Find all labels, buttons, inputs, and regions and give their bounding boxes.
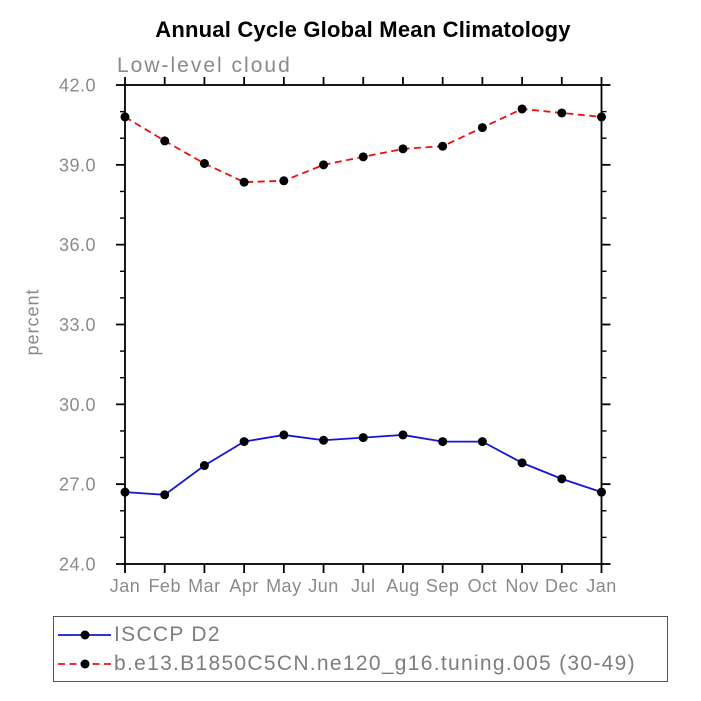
data-point-marker-1 xyxy=(120,112,130,122)
legend-label-isccp-d2: ISCCP D2 xyxy=(114,623,221,646)
data-point-marker-0 xyxy=(239,437,249,447)
legend-item-isccp-d2: ISCCP D2 xyxy=(56,623,221,646)
y-tick-label: 39.0 xyxy=(59,155,96,175)
data-point-marker-1 xyxy=(517,104,527,114)
legend-marker-dot xyxy=(80,659,90,669)
series-line-0 xyxy=(124,434,602,496)
x-tick-label: Feb xyxy=(148,576,181,596)
data-point-marker-0 xyxy=(557,474,567,484)
y-tick-label: 30.0 xyxy=(59,395,96,415)
x-tick-label: Oct xyxy=(468,576,498,596)
legend-marker-dot xyxy=(80,630,90,640)
x-tick-label: Nov xyxy=(505,576,539,596)
x-tick-label: Aug xyxy=(386,576,420,596)
data-point-marker-1 xyxy=(398,144,408,154)
data-point-marker-0 xyxy=(438,437,448,447)
data-point-marker-1 xyxy=(279,176,289,186)
y-tick-label: 24.0 xyxy=(59,555,96,575)
x-tick-label: Jun xyxy=(308,576,339,596)
legend-item-model-run: b.e13.B1850C5CN.ne120_g16.tuning.005 (30… xyxy=(56,652,636,675)
data-point-marker-1 xyxy=(319,160,329,170)
data-point-marker-1 xyxy=(438,141,448,151)
chart-title: Annual Cycle Global Mean Climatology xyxy=(155,17,571,42)
data-point-marker-0 xyxy=(398,430,408,440)
data-point-marker-0 xyxy=(358,433,368,443)
data-point-marker-0 xyxy=(517,458,527,468)
series-line-1 xyxy=(124,108,602,184)
y-tick-label: 27.0 xyxy=(59,475,96,495)
x-tick-label: Mar xyxy=(188,576,221,596)
data-point-marker-0 xyxy=(120,487,130,497)
data-point-marker-0 xyxy=(319,435,329,445)
legend-box: ISCCP D2 b.e13.B1850C5CN.ne120_g16.tunin… xyxy=(53,616,668,682)
data-point-marker-1 xyxy=(477,123,487,133)
data-point-marker-0 xyxy=(477,437,487,447)
legend-solid-line-sample xyxy=(58,630,111,640)
x-tick-label: Jan xyxy=(586,576,617,596)
x-tick-label: Apr xyxy=(229,576,259,596)
data-point-marker-1 xyxy=(597,112,606,122)
data-point-marker-0 xyxy=(597,487,606,497)
plot-area: 24.0 27.0 30.0 33.0 36.0 39.0 42.0 Jan Feb Mar Apr… xyxy=(59,76,617,597)
data-point-marker-0 xyxy=(279,430,289,440)
legend-label-model-run: b.e13.B1850C5CN.ne120_g16.tuning.005 (30… xyxy=(114,652,636,675)
legend-dashed-line-sample xyxy=(58,659,111,669)
data-point-marker-1 xyxy=(160,136,170,146)
x-tick-label: May xyxy=(266,576,302,596)
x-tick-label: Jul xyxy=(351,576,376,596)
x-tick-label: Sep xyxy=(426,576,460,596)
data-point-marker-0 xyxy=(160,490,170,500)
data-point-marker-1 xyxy=(239,177,249,187)
data-point-marker-1 xyxy=(199,159,209,169)
data-point-marker-1 xyxy=(358,152,368,162)
x-tick-label: Jan xyxy=(110,576,141,596)
chart-subtitle: Low-level cloud xyxy=(117,54,292,77)
y-tick-label: 42.0 xyxy=(59,76,96,96)
data-point-marker-0 xyxy=(199,461,209,471)
y-tick-label: 33.0 xyxy=(59,315,96,335)
data-point-marker-1 xyxy=(557,108,567,118)
y-tick-label: 36.0 xyxy=(59,235,96,255)
x-tick-label: Dec xyxy=(545,576,579,596)
